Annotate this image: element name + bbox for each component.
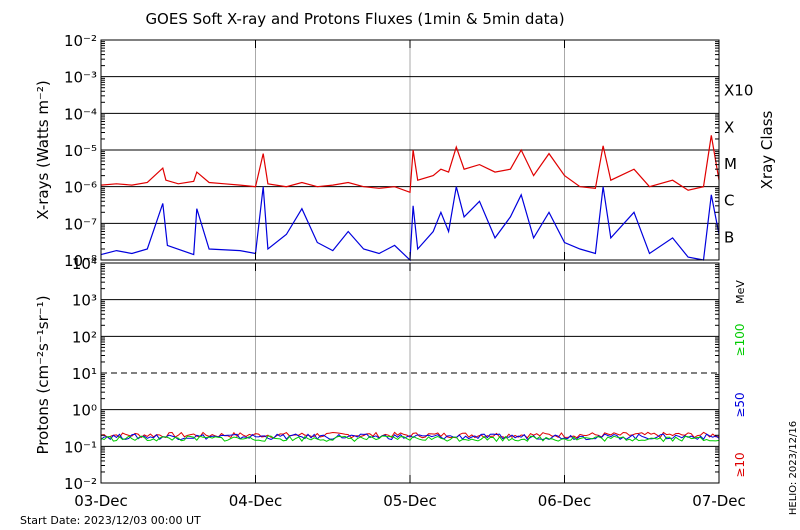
proton-legend-entry: ≥10 [733,452,747,477]
xray-panel: 10⁻⁸ 10⁻⁷ 10⁻⁶ 10⁻⁵ 10⁻⁴ 10⁻³ 10⁻² BC M X X10 X-r… [34,32,776,270]
class-label: C [724,192,734,210]
x-tick-label: 03-Dec [74,492,128,510]
y-tick-label: 10⁻³ [64,69,97,87]
x-tick-label: 06-Dec [538,492,592,510]
y-tick-label: 10⁻⁴ [64,105,97,123]
y-tick-label: 10¹ [72,365,97,383]
xray-y-ticks: 10⁻⁸ 10⁻⁷ 10⁻⁶ 10⁻⁵ 10⁻⁴ 10⁻³ 10⁻² [64,32,719,270]
class-label: M [724,155,737,173]
helio-credit-label: HELIO: 2023/12/16 [788,421,799,515]
chart-title: GOES Soft X-ray and Protons Fluxes (1min… [145,10,564,28]
short-wavelength-xray-series [100,186,720,262]
proton-legend-entry: ≥100 [733,324,747,357]
proton-y-ticks: 10⁻² 10⁻¹ 10⁰ 10¹ 10² 10³ 10⁴ [64,255,719,493]
xray-y-axis-label: X-rays (Watts m⁻²) [34,80,52,219]
xray-class-axis-label: Xray Class [758,110,776,189]
class-label: B [724,228,734,246]
xray-series-group [100,135,720,262]
y-tick-label: 10⁻¹ [64,438,97,456]
proton-series-line [100,431,720,439]
y-tick-label: 10⁻⁶ [64,179,97,197]
proton-energy-legend: ≥100 ≥50 ≥10 [733,324,747,478]
long-wavelength-xray-series [100,135,720,194]
y-tick-label: 10⁻² [64,475,97,493]
x-tick-label: 04-Dec [229,492,283,510]
class-label: X10 [724,82,753,100]
start-date-label: Start Date: 2023/12/03 00:00 UT [20,514,201,527]
proton-unit-label: MeV [734,280,747,304]
y-tick-label: 10⁻⁷ [64,215,97,233]
y-tick-label: 10³ [72,292,97,310]
xray-class-labels: BC M X X10 [724,82,753,247]
proton-series-line [100,433,720,441]
xray-gridlines [101,40,719,260]
proton-series-group [100,431,720,443]
proton-gridlines [101,263,719,483]
proton-legend-entry: ≥50 [733,392,747,417]
y-tick-label: 10² [72,328,97,346]
y-tick-label: 10⁴ [72,255,97,273]
x-tick-label: 05-Dec [383,492,437,510]
y-tick-label: 10⁰ [72,402,97,420]
y-tick-label: 10⁻⁸ [64,252,97,270]
x-tick-label: 07-Dec [692,492,746,510]
proton-y-axis-label: Protons (cm⁻²s⁻¹sr⁻¹) [34,295,52,454]
time-axis-ticks: 03-Dec 04-Dec 05-Dec 06-Dec 07-Dec [74,40,746,510]
proton-series-line [100,435,720,443]
class-label: X [724,118,734,136]
y-tick-label: 10⁻⁵ [64,142,97,160]
y-tick-label: 10⁻² [64,32,97,50]
proton-panel: 10⁻² 10⁻¹ 10⁰ 10¹ 10² 10³ 10⁴ Protons (cm⁻²s⁻¹… [34,255,747,493]
